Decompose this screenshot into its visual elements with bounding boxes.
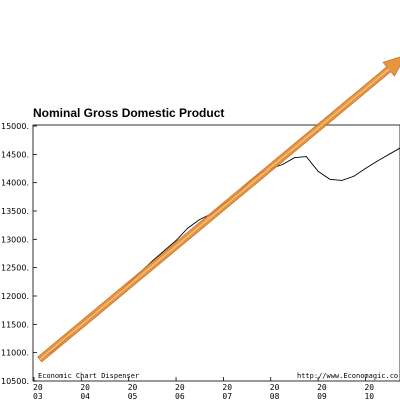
footer-left: Economic Chart Dispenser <box>38 372 139 380</box>
data-point <box>294 157 295 159</box>
x-tick-label-suffix: 08 <box>270 392 280 400</box>
x-tick-label-suffix: 10 <box>364 392 374 400</box>
x-tick-label-suffix: 07 <box>222 392 232 400</box>
x-tick-label-suffix: 03 <box>33 392 43 400</box>
data-point <box>199 219 201 220</box>
trend-arrow-highlight <box>39 68 390 360</box>
y-tick-label: 14000. <box>1 179 29 188</box>
data-point <box>317 170 319 172</box>
data-point <box>305 156 307 157</box>
y-tick-label: 14500. <box>1 150 29 159</box>
data-point <box>353 176 354 177</box>
x-tick-label-suffix: 06 <box>175 392 185 400</box>
data-point <box>365 168 366 169</box>
x-tick-label-year: 20 <box>33 383 43 392</box>
data-point <box>175 240 177 241</box>
trend-arrow-layer <box>37 56 400 363</box>
data-point <box>187 227 189 229</box>
x-tick-label-year: 20 <box>364 383 374 392</box>
plot-frame <box>32 124 400 382</box>
x-tick-label-suffix: 09 <box>317 392 327 400</box>
x-tick-label-year: 20 <box>175 383 185 392</box>
y-tick-label: 12000. <box>1 292 29 301</box>
y-tick-label: 15000. <box>1 122 29 131</box>
x-tick-label-suffix: 04 <box>80 392 90 400</box>
series-line <box>39 147 400 359</box>
data-point <box>282 164 283 165</box>
x-tick-label-year: 20 <box>80 383 90 392</box>
x-tick-label-year: 20 <box>128 383 138 392</box>
data-point <box>341 180 343 181</box>
y-tick-label: 12500. <box>1 264 29 273</box>
y-tick-label: 11000. <box>1 349 29 358</box>
y-axis-ticks: 15000. 14500. 14000. 13500. 13000. 12500. 1200… <box>1 122 37 386</box>
chart-title: Nominal Gross Domestic Product <box>33 106 224 120</box>
y-tick-label: 13500. <box>1 207 29 216</box>
x-tick-label-suffix: 05 <box>128 392 138 400</box>
data-point <box>388 153 390 155</box>
footer-right: http://www.Economagic.co <box>297 372 398 380</box>
y-tick-label: 10500. <box>1 377 29 386</box>
series-layer <box>39 147 400 359</box>
x-tick-label-year: 20 <box>270 383 280 392</box>
data-point <box>163 250 165 252</box>
data-point <box>376 160 378 162</box>
data-point <box>329 178 331 180</box>
y-tick-label: 11500. <box>1 320 29 329</box>
x-tick-label-year: 20 <box>317 383 327 392</box>
x-tick-label-year: 20 <box>222 383 232 392</box>
y-tick-label: 13000. <box>1 235 29 244</box>
